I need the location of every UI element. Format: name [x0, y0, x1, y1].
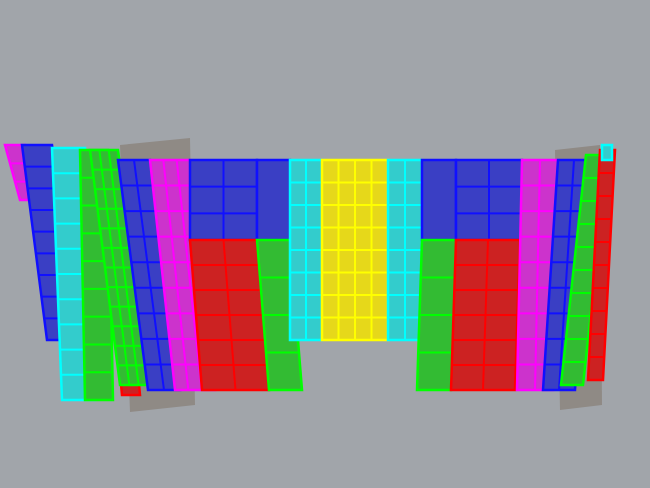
panel-blue-narrow-right: [420, 158, 458, 242]
panel-blue-narrow-left: [255, 158, 292, 242]
panel-cyan-far-right: [600, 143, 614, 162]
panel-magenta-right-grid-v: [534, 159, 541, 391]
panel-blue-right-grid-v: [558, 159, 575, 391]
panel-magenta-left-grid-v: [175, 159, 203, 391]
panel-magenta-left-grid-v: [162, 159, 190, 391]
panel-blue-left-grid-v: [133, 159, 165, 391]
